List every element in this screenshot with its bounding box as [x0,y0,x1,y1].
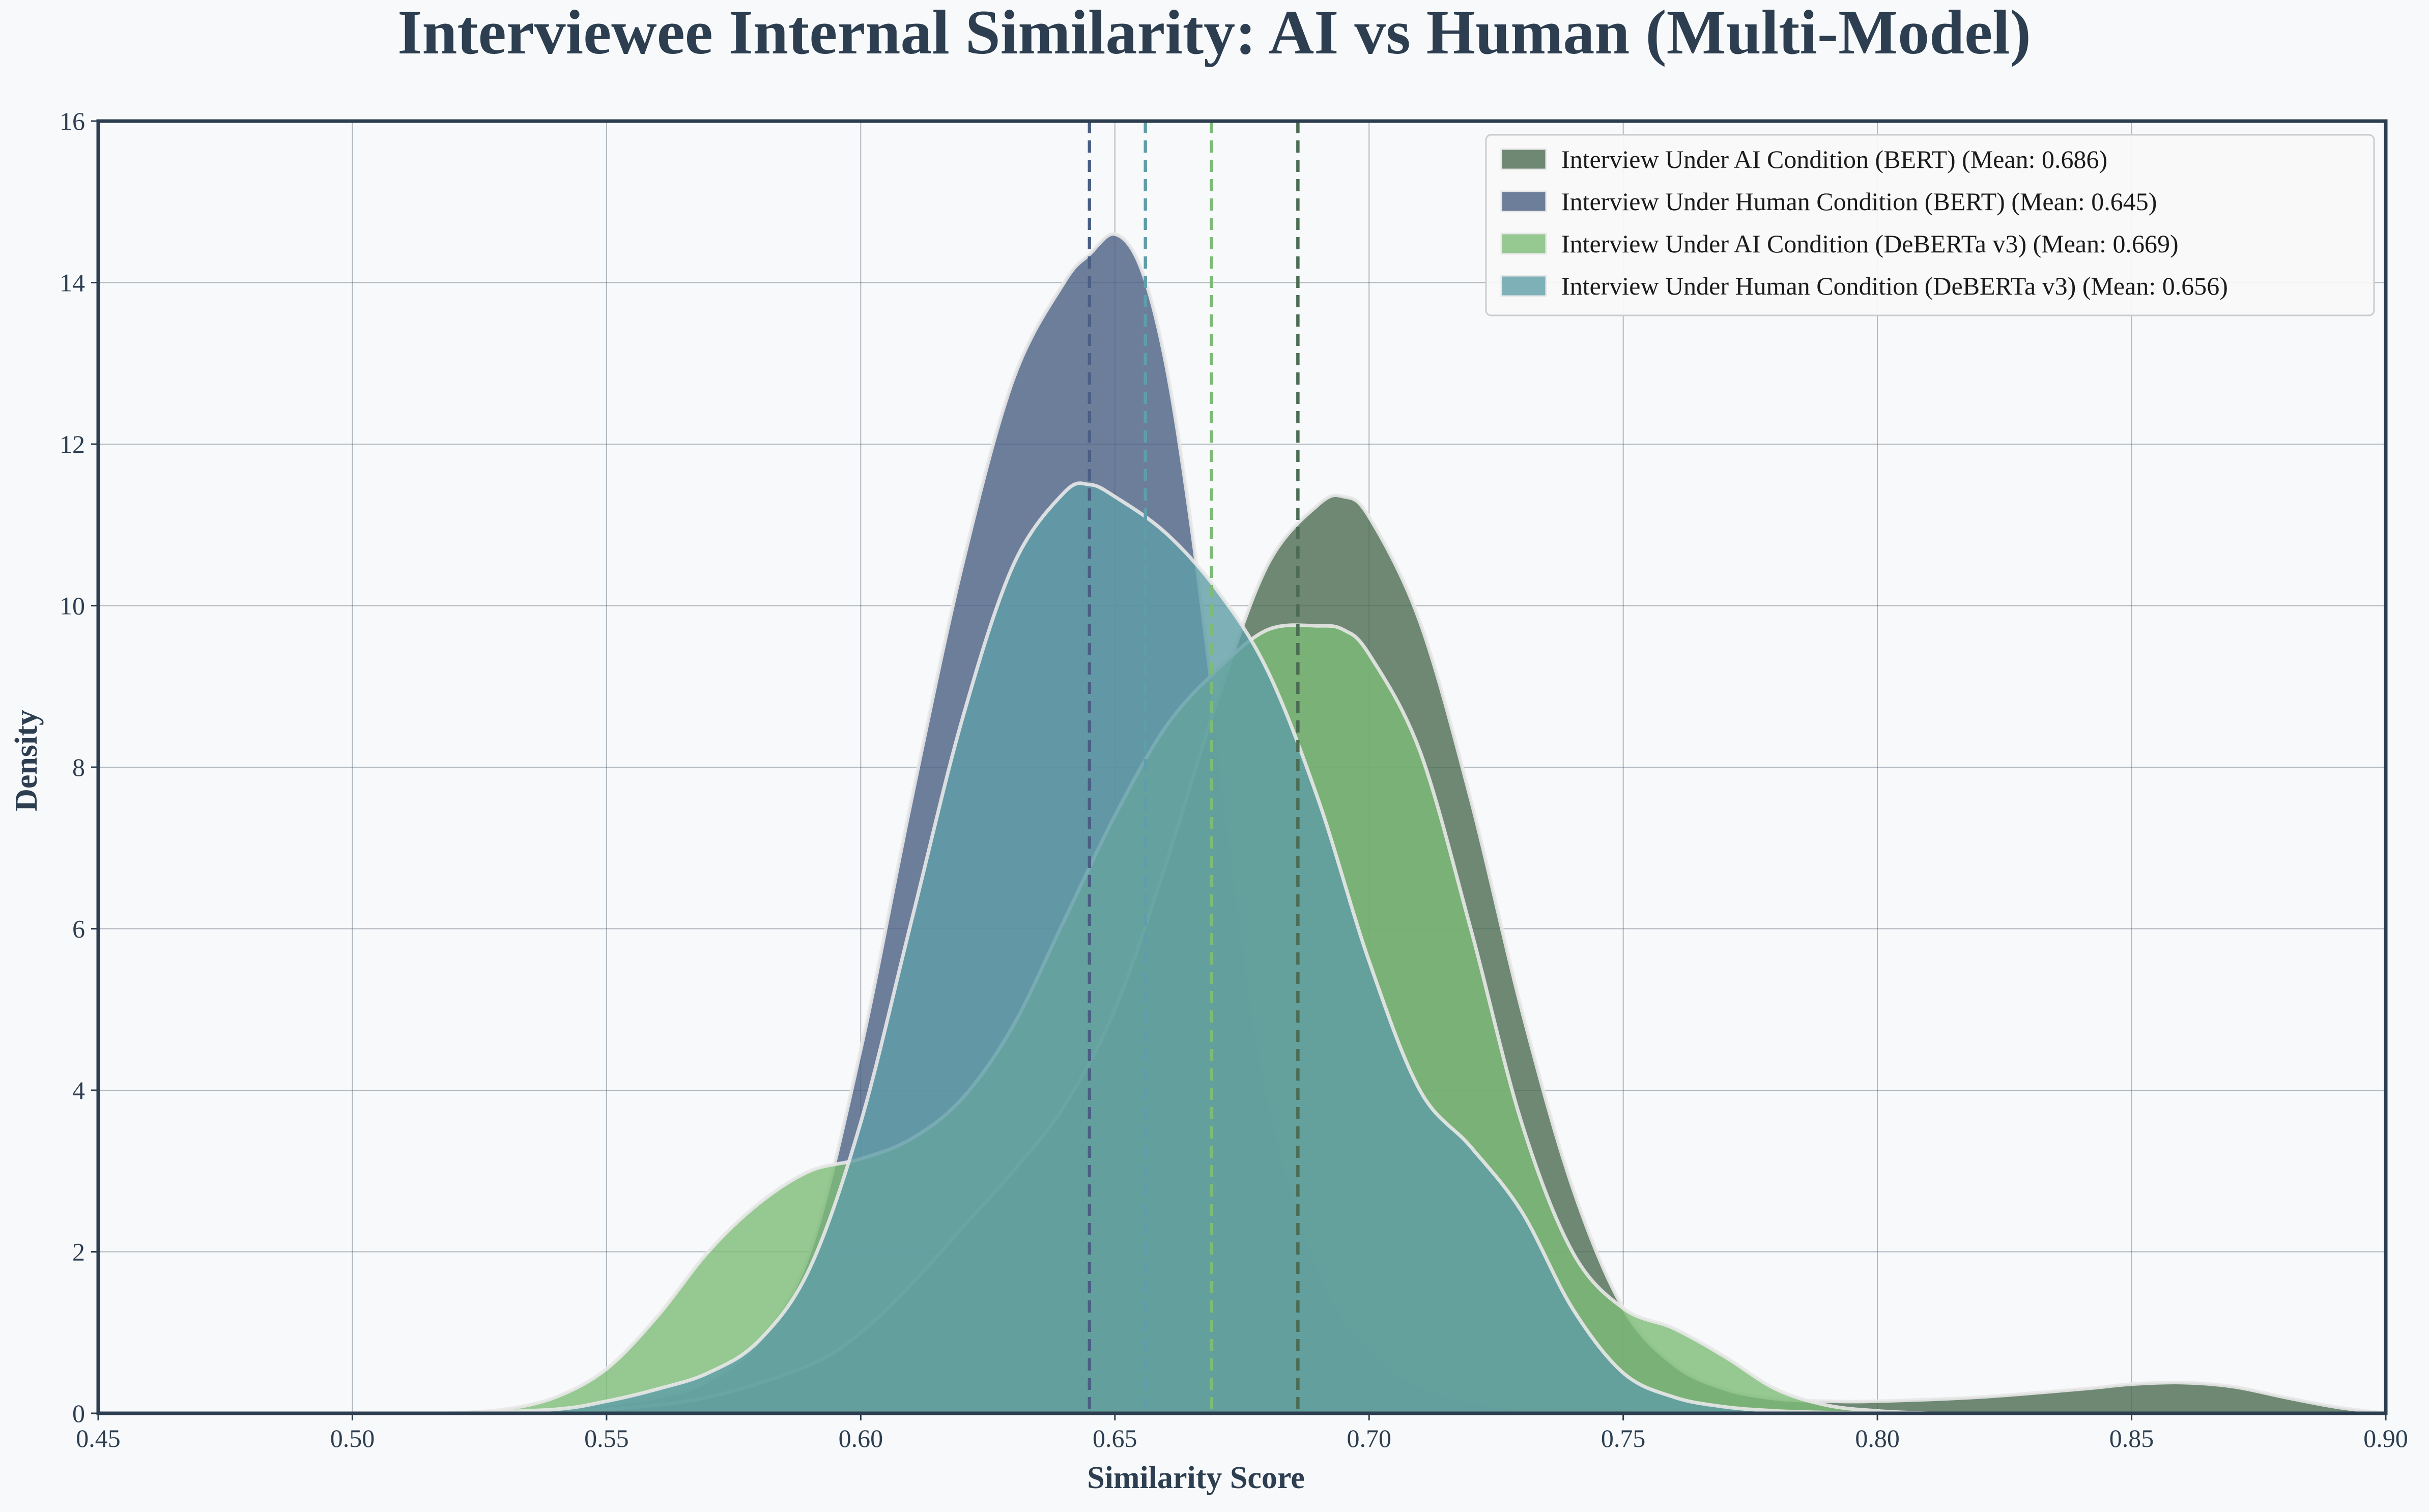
x-tick-label-7: 0.80 [1855,1424,1900,1452]
y-tick-label-2: 4 [72,1076,85,1104]
y-tick-label-6: 12 [60,430,85,458]
series-layer [453,232,2386,1415]
legend: Interview Under AI Condition (BERT) (Mea… [1485,134,2375,316]
legend-swatch-1 [1500,190,1547,213]
x-tick-label-8: 0.85 [2109,1424,2154,1452]
legend-label-1: Interview Under Human Condition (BERT) (… [1561,187,2157,216]
legend-swatch-3 [1500,275,1547,297]
series-line-3 [454,481,1878,1415]
x-tick-label-6: 0.75 [1601,1424,1646,1452]
x-tick-label-5: 0.70 [1347,1424,1391,1452]
y-tick-label-5: 10 [60,592,85,620]
y-tick-label-8: 16 [60,107,85,135]
legend-label-0: Interview Under AI Condition (BERT) (Mea… [1561,145,2107,173]
x-tick-label-0: 0.45 [76,1424,121,1452]
x-tick-label-9: 0.90 [2363,1424,2408,1452]
y-tick-label-7: 14 [60,269,85,297]
x-tick-label-1: 0.50 [330,1424,375,1452]
legend-box [1485,134,2375,316]
y-tick-label-1: 2 [72,1238,85,1266]
legend-label-3: Interview Under Human Condition (DeBERTa… [1561,272,2228,300]
y-tick-label-4: 8 [72,753,85,781]
series-area-3 [454,483,1878,1413]
legend-label-2: Interview Under AI Condition (DeBERTa v3… [1561,229,2179,258]
x-tick-label-3: 0.60 [839,1424,883,1452]
x-tick-label-4: 0.65 [1093,1424,1137,1452]
x-tick-label-2: 0.55 [584,1424,629,1452]
y-tick-label-3: 6 [72,915,85,943]
chart-title: Interviewee Internal Similarity: AI vs H… [397,0,2031,67]
x-axis-label: Similarity Score [1087,1461,1305,1495]
mean-lines [1088,121,1300,1413]
tick-labels: 0.45 0.50 0.55 0.60 0.65 0.70 0.75 0.80 0.85 0.90… [60,107,2408,1452]
legend-swatch-0 [1500,148,1547,170]
legend-swatch-2 [1500,232,1547,255]
y-axis-label: Density [9,710,44,811]
y-tick-label-0: 0 [72,1399,85,1428]
